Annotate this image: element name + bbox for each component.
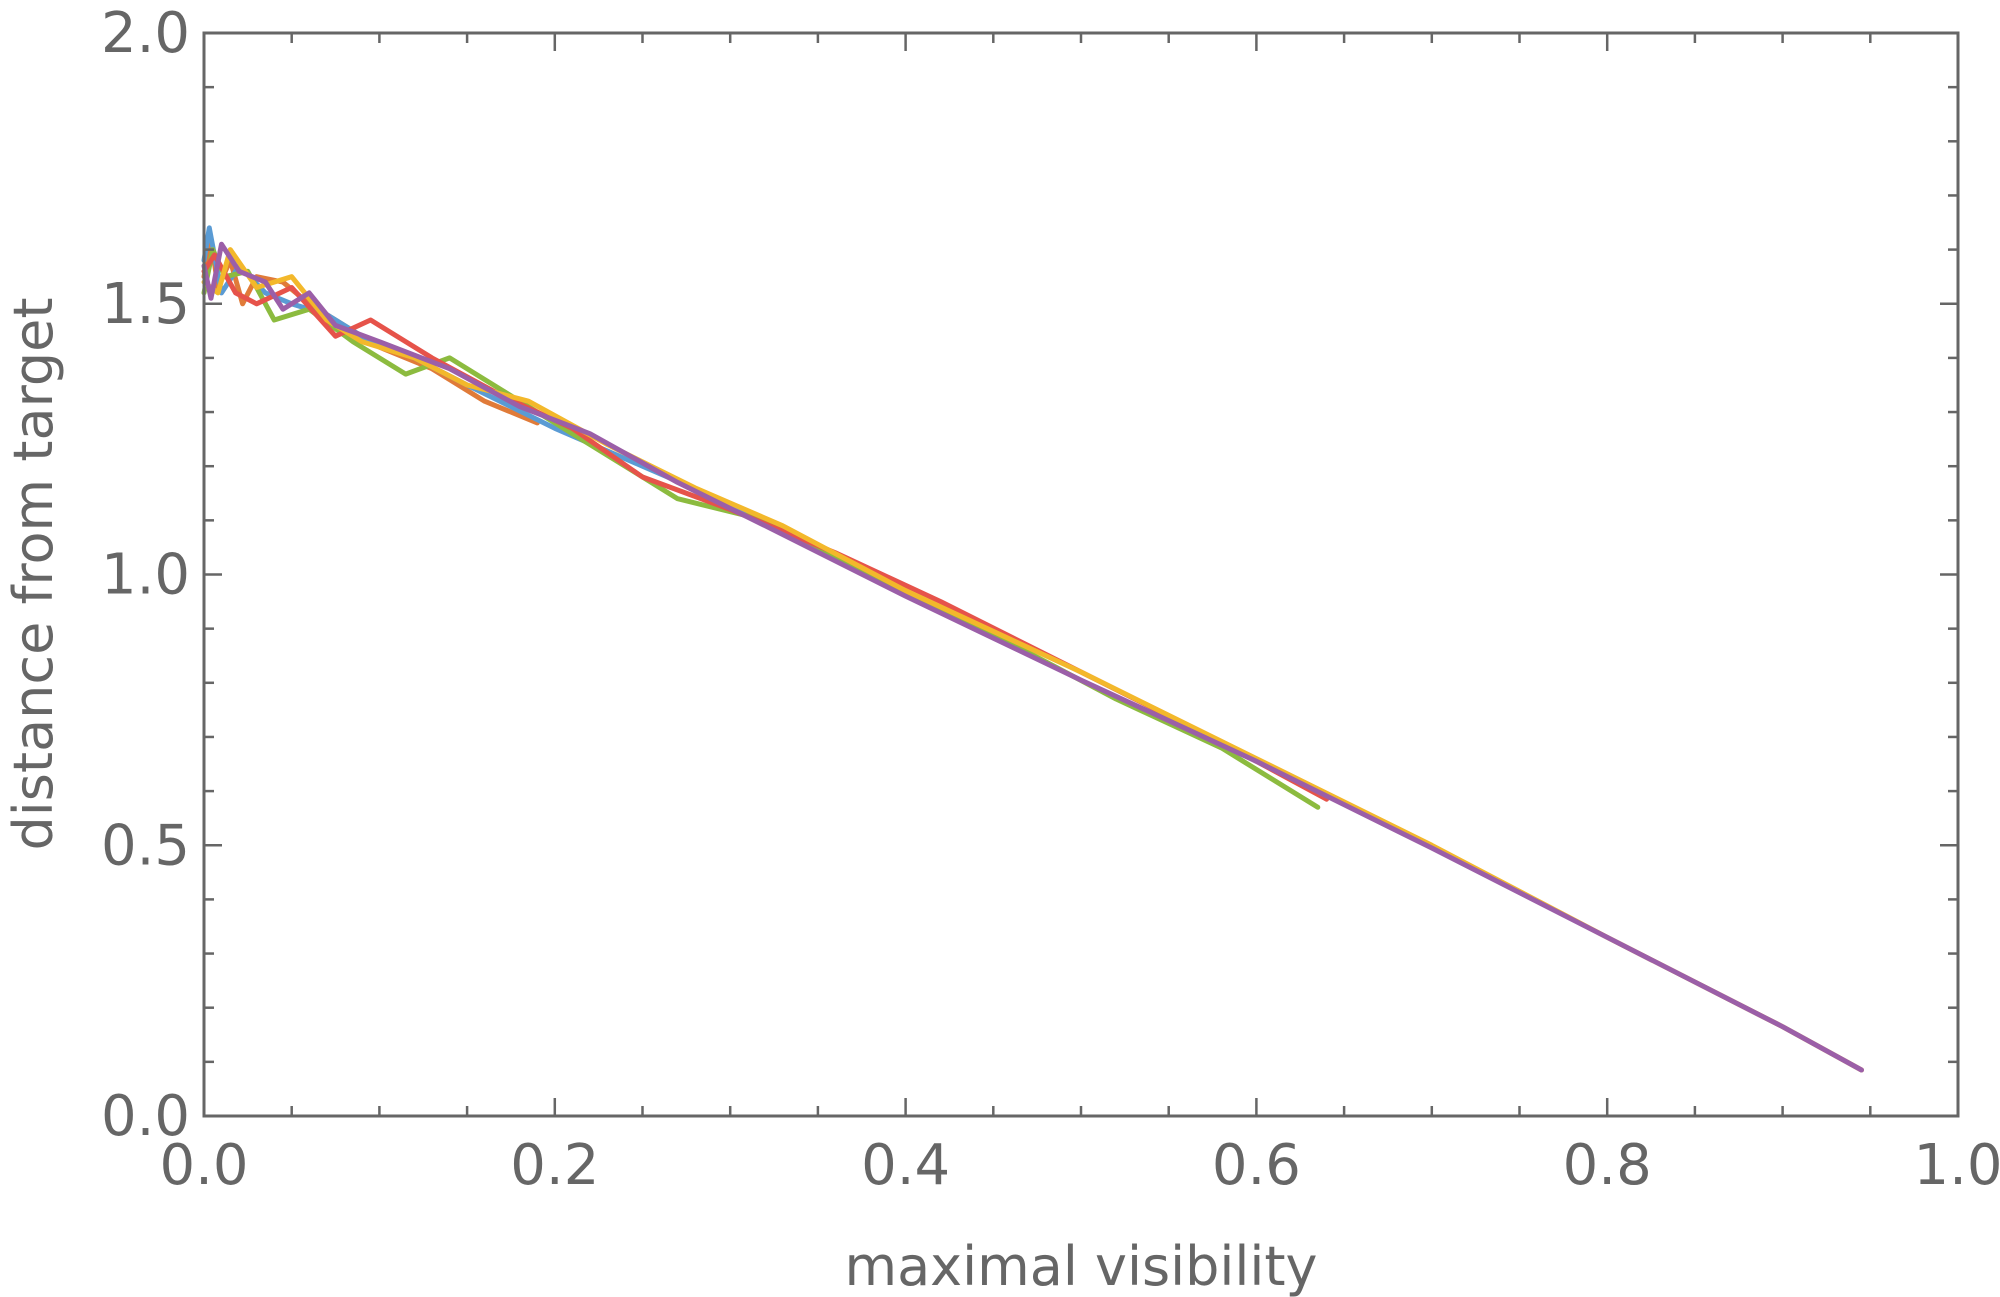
x-tick-label: 0.4 — [861, 1133, 950, 1198]
x-axis-title: maximal visibility — [844, 1235, 1317, 1297]
y-tick-label: 2.0 — [101, 1, 190, 66]
series-layer — [201, 225, 1864, 1073]
plot-frame — [202, 31, 1960, 1118]
x-tick-label: 0.6 — [1212, 1133, 1301, 1198]
x-tick-label: 1.0 — [1913, 1133, 2000, 1198]
series-line-3 — [201, 247, 1321, 810]
x-tick-label: 0.2 — [510, 1133, 599, 1198]
label-layer: 0.0 0.2 0.4 0.6 0.8 1.0 0.0 0.5 1.0 1.5 2.0 — [101, 1, 2000, 1198]
tick-layer — [202, 31, 1960, 1118]
series-line-2 — [201, 225, 821, 550]
x-tick-label: 0.0 — [159, 1133, 248, 1198]
y-axis-title: distance from target — [2, 298, 65, 851]
series-line-6 — [201, 241, 1864, 1073]
y-tick-label: 1.0 — [101, 543, 190, 608]
y-tick-label: 1.5 — [101, 272, 190, 337]
x-tick-label: 0.8 — [1563, 1133, 1652, 1198]
y-tick-label: 0.0 — [101, 1084, 190, 1149]
y-tick-label: 0.5 — [101, 813, 190, 878]
